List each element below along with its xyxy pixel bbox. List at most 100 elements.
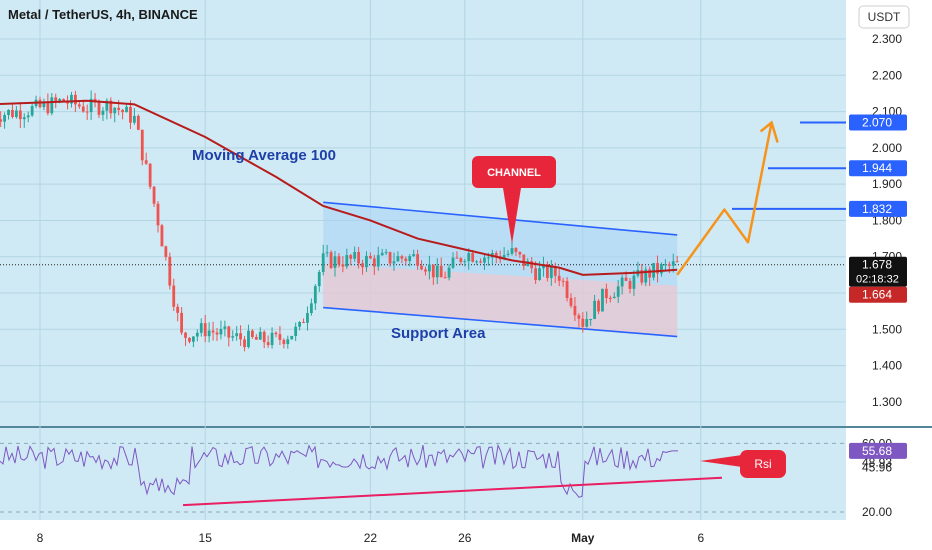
channel-callout-pointer [503,188,521,244]
channel-lower-line [323,306,678,338]
candle-body [648,269,652,278]
candle-body [188,337,191,342]
candle-body [26,115,30,118]
candle-body [317,271,321,287]
candle-body [117,107,121,110]
candle-body [62,99,65,102]
target-price-tag [849,200,907,217]
rsi-trendline [182,476,723,507]
candle-body [219,328,223,335]
price-tick: 1.300 [872,395,902,409]
candle-body [447,267,451,278]
candle-body [325,252,329,254]
candle-body [605,288,608,298]
candle-body [451,257,455,268]
candle-body [85,111,89,113]
candle-body [278,334,282,340]
candle-body [664,264,667,266]
time-tick: 15 [199,531,213,545]
candle-body [11,109,14,118]
candle-body [310,303,313,314]
candle-body [624,277,628,281]
candle-body [30,106,34,116]
candle-body [22,117,26,120]
candle-body [431,264,435,278]
candle-body [530,261,534,269]
candle-body [561,280,565,282]
candle-body [620,277,624,287]
candle-body [357,251,360,264]
candle-body [671,261,675,266]
price-axis: USDT 2.3002.2002.1002.0001.9001.8001.700… [846,0,932,426]
candle-body [251,330,254,337]
candle-body [46,101,50,114]
candle-body [3,115,6,122]
target-price-tag [849,114,907,131]
moving-average [0,99,678,276]
projection-arrowhead [759,120,779,143]
candle-body [152,186,156,204]
candle-body [644,269,648,283]
candle-body [313,286,317,304]
candle-body [81,106,85,112]
candle-body [74,94,77,105]
candle-body [597,300,600,312]
currency-button[interactable] [858,5,910,29]
candle-body [321,253,325,272]
rsi [0,443,723,507]
last-price-label: 1.678 [862,258,892,272]
price-tick: 2.300 [872,32,902,46]
candle-body [54,97,58,102]
candle-body [345,255,349,267]
candle-body [286,339,290,345]
candle-body [129,106,132,123]
target-price-tag [849,160,907,177]
candle-body [483,257,486,263]
candle-body [365,255,368,268]
price-tick: 1.500 [872,322,902,336]
time-tick: 22 [364,531,378,545]
candle-body [203,323,207,337]
time-ticks: 8 15 22 26 May 6 [37,531,705,545]
projection-path [676,122,773,276]
candle-body [50,97,54,114]
candle-body [424,269,427,272]
target-levels [732,121,846,210]
candle-body [290,335,294,340]
time-tick: May [571,531,595,545]
currency-label: USDT [868,10,901,24]
rsi-tick: 20.00 [862,505,892,519]
candle-body [125,106,128,113]
candle-body [569,298,573,306]
candle-body [463,261,467,263]
candle-body [109,100,113,114]
candle-body [7,109,10,116]
candle-body [180,312,183,333]
rsi-callout: Rsi [700,450,786,478]
candle-body [479,261,482,263]
ma-price-label: 1.664 [862,288,892,302]
candle-body [77,104,81,107]
price-tick: 1.900 [872,177,902,191]
candle-body [565,281,569,299]
candle-body [231,336,235,338]
candle-body [302,322,305,324]
price-tick: 1.800 [872,213,902,227]
candle-body [408,256,412,262]
candle-body [298,322,301,327]
candle-body [258,331,262,340]
candle-body [306,313,309,323]
candle-body [475,261,478,263]
candle-body [239,333,242,340]
ma-annotation: Moving Average 100 [192,147,336,164]
candle-body [262,331,266,343]
candle-body [514,248,518,252]
candle-body [546,263,549,278]
ma-100-line [0,99,678,276]
channel-upper-line [323,201,678,236]
price-tick: 1.400 [872,359,902,373]
channel-callout-box [472,156,556,188]
